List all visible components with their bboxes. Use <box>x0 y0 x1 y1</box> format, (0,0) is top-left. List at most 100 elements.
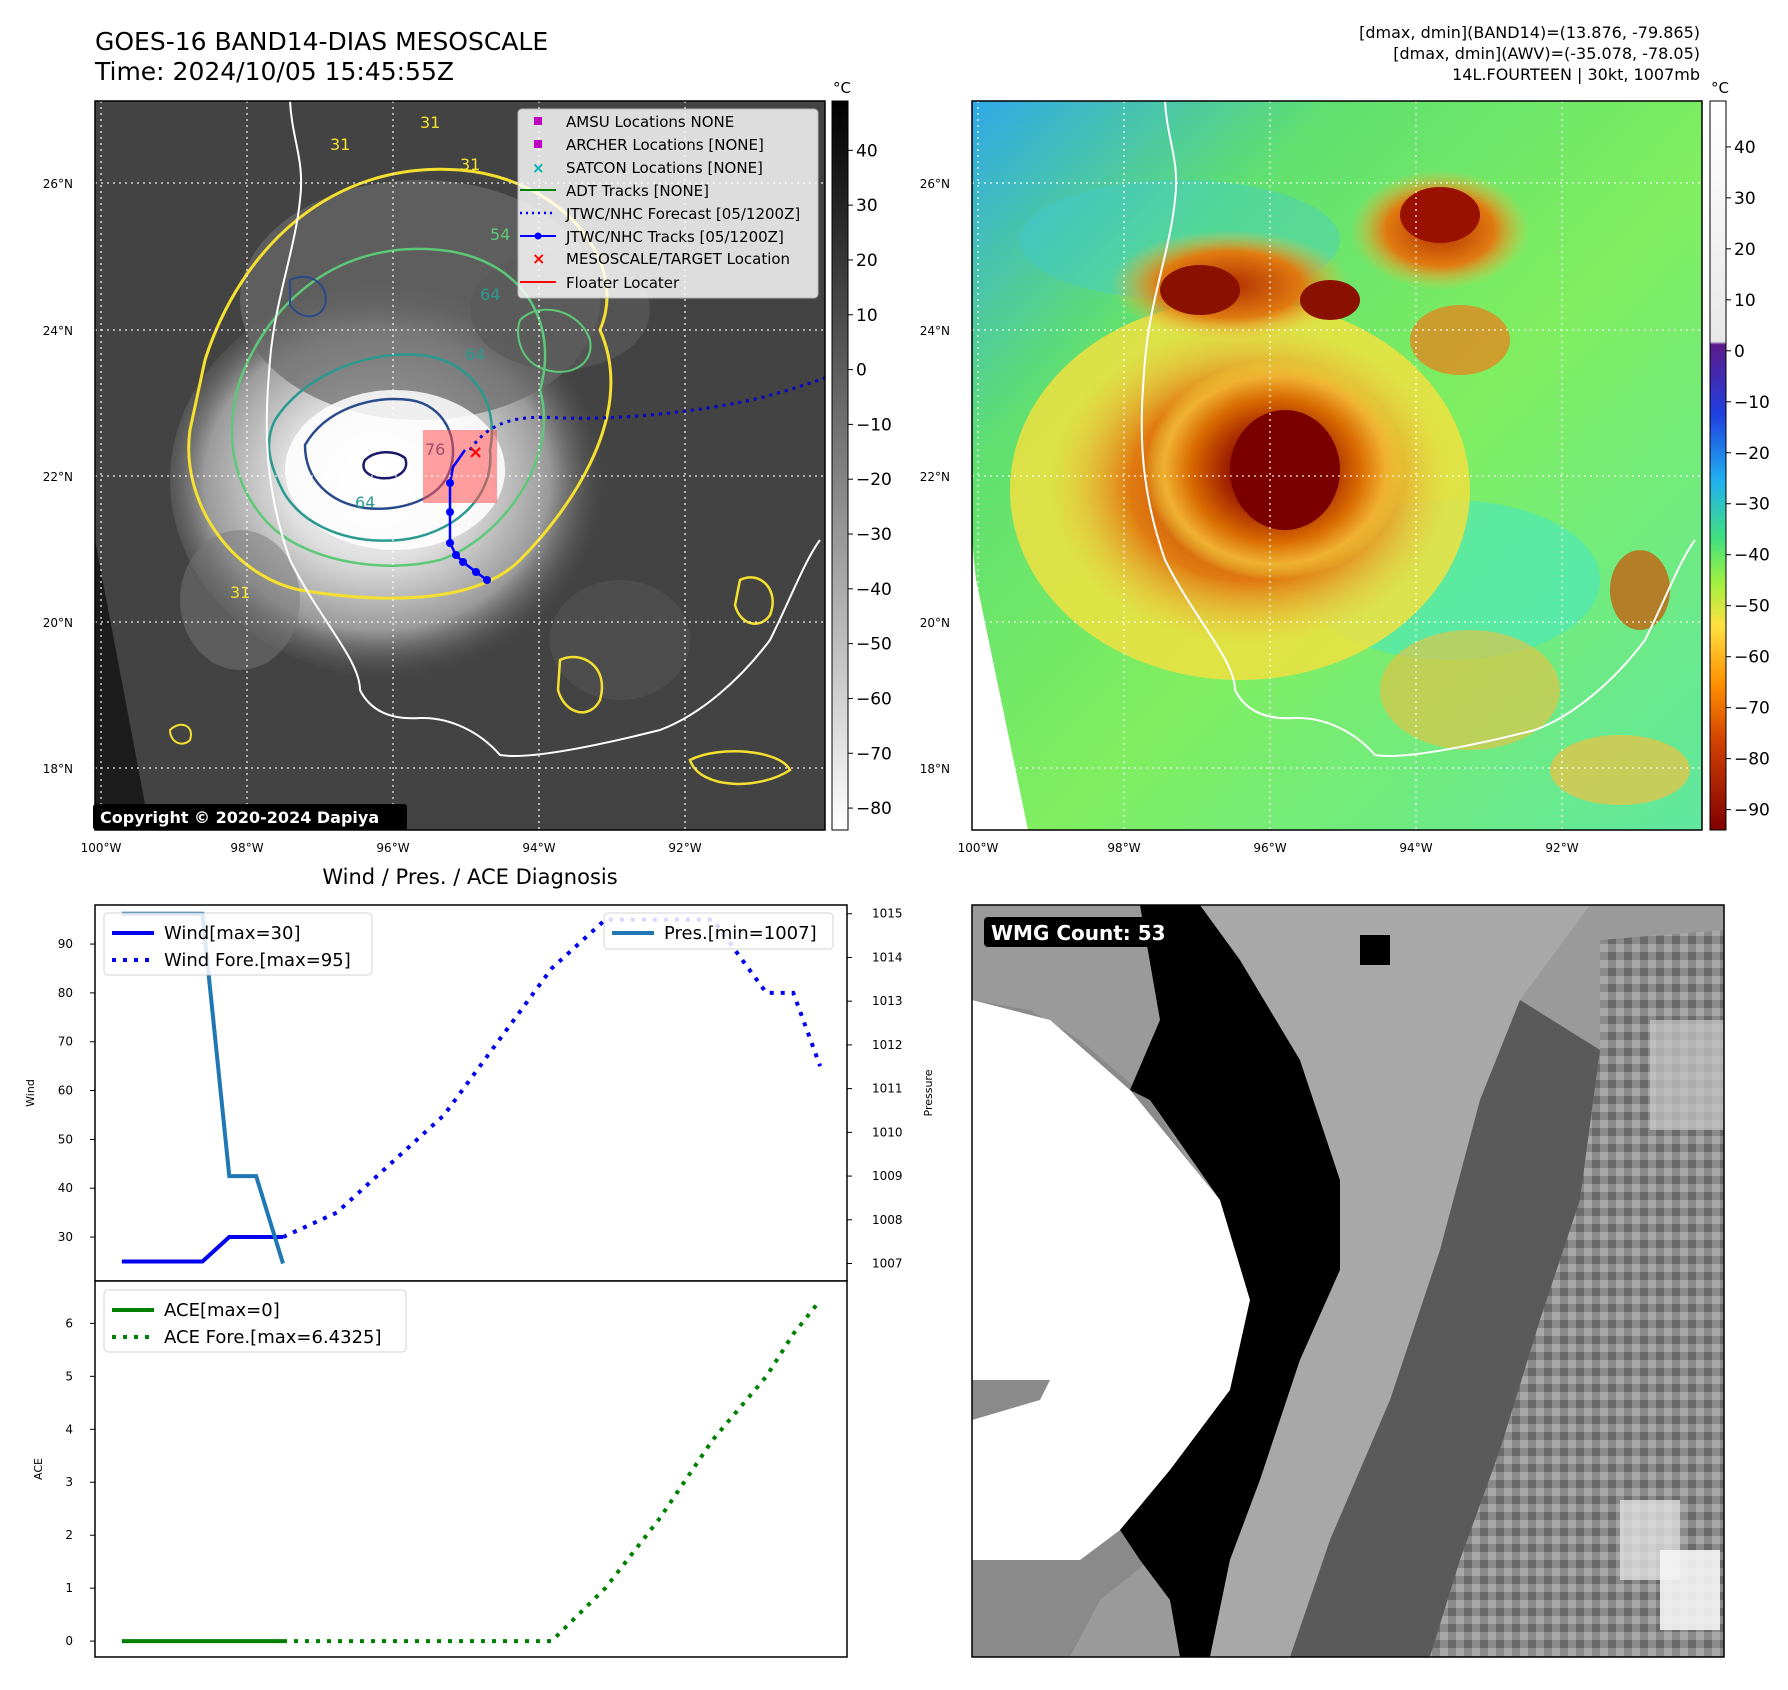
y-right-tick-label: 1010 <box>872 1125 903 1139</box>
y-right-tick-label: 1009 <box>872 1169 903 1183</box>
colorbar-tick-label: 10 <box>1734 291 1756 311</box>
y-tick-label: 5 <box>65 1369 73 1383</box>
y-tick-label: 70 <box>58 1035 73 1049</box>
colorbar-tick-label: −80 <box>856 799 892 819</box>
y-tick-label: 40 <box>58 1181 73 1195</box>
chart-legend-box <box>103 912 373 976</box>
lat-label: 26°N <box>43 177 73 191</box>
y-right-tick-label: 1008 <box>872 1213 903 1227</box>
y-tick-label: 30 <box>58 1230 73 1244</box>
y-tick-label: 0 <box>65 1634 73 1648</box>
y-tick-label: 80 <box>58 986 73 1000</box>
legend-label: Wind Fore.[max=95] <box>164 950 351 971</box>
colorbar-tick-label: −10 <box>1734 393 1770 413</box>
grid-lines <box>972 101 1702 830</box>
y-tick-label: 4 <box>65 1422 73 1436</box>
lon-label: 98°W <box>1107 841 1140 855</box>
colorbar-tick-label: 40 <box>1734 138 1756 158</box>
y-right-tick-label: 1014 <box>872 950 903 964</box>
legend-satcon: SATCON Locations [NONE] <box>566 159 763 177</box>
stats-band14: [dmax, dmin](BAND14)=(13.876, -79.865) <box>1359 23 1700 42</box>
legend-forecast: JTWC/NHC Forecast [05/1200Z] <box>565 205 800 223</box>
colorbar-tick-label: 10 <box>856 306 878 326</box>
lon-label: 98°W <box>230 841 263 855</box>
series-line-1 <box>283 1299 822 1644</box>
legend-adt: ADT Tracks [NONE] <box>566 182 709 200</box>
lon-label: 92°W <box>668 841 701 855</box>
wmg-panel: WMG Count: 53 <box>971 904 1725 1658</box>
map-legend: AMSU Locations NONE ARCHER Locations [NO… <box>517 108 819 299</box>
legend-target: MESOSCALE/TARGET Location <box>566 250 790 268</box>
colorbar-tick-label: −40 <box>856 580 892 600</box>
gray-colorbar: °C 40 30 20 10 0 −10 −20 −30 −40 −50 −60 −70 −80 <box>831 79 892 831</box>
colorbar-tick-label: −70 <box>856 744 892 764</box>
colorbar-unit: °C <box>1711 79 1729 97</box>
contour-label: 31 <box>460 155 480 174</box>
colorbar-tick-label: −20 <box>1734 444 1770 464</box>
y-tick-label: 90 <box>58 937 73 951</box>
y-tick-label: 50 <box>58 1132 73 1146</box>
colorbar-tick-label: −20 <box>856 470 892 490</box>
colorbar-tick-label: −60 <box>1734 648 1770 668</box>
coastline <box>1140 100 1696 757</box>
wind-ylabel: Wind <box>24 1079 37 1107</box>
lon-label: 100°W <box>81 841 122 855</box>
floater-box <box>423 430 497 503</box>
legend-label: Pres.[min=1007] <box>664 923 817 944</box>
copyright-text: Copyright © 2020-2024 Dapiya <box>100 808 379 827</box>
contour-label: 64 <box>480 285 500 304</box>
lat-label: 26°N <box>920 177 950 191</box>
colorbar-tick-label: −30 <box>856 525 892 545</box>
colorbar-tick-label: 20 <box>1734 240 1756 260</box>
y-tick-label: 2 <box>65 1528 73 1542</box>
contour-label: 31 <box>230 583 250 602</box>
no-data-wedge <box>95 101 150 830</box>
lat-label: 22°N <box>920 470 950 484</box>
stats-storm: 14L.FOURTEEN | 30kt, 1007mb <box>1452 65 1700 84</box>
colorbar-tick-label: −40 <box>1734 546 1770 566</box>
y-right-tick-label: 1011 <box>872 1082 903 1096</box>
legend-tracks: JTWC/NHC Tracks [05/1200Z] <box>565 228 784 246</box>
lat-label: 18°N <box>920 762 950 776</box>
lat-label: 24°N <box>43 324 73 338</box>
colorbar-tick-label: 20 <box>856 251 878 271</box>
lon-label: 96°W <box>1253 841 1286 855</box>
lat-label: 20°N <box>43 616 73 630</box>
legend-floater: Floater Locater <box>566 274 680 292</box>
colorbar-tick-label: −50 <box>856 635 892 655</box>
colorbar-tick-label: 40 <box>856 141 878 161</box>
colorbar-tick-label: −30 <box>1734 495 1770 515</box>
legend-label: Wind[max=30] <box>164 923 301 944</box>
contour-label: 64 <box>355 493 375 512</box>
colorbar-tick-label: −80 <box>1734 750 1770 770</box>
lat-label: 22°N <box>43 470 73 484</box>
lat-label: 18°N <box>43 762 73 776</box>
lon-label: 96°W <box>376 841 409 855</box>
wind-pressure-chart: Wind Pressure 30 40 50 60 70 80 90 1007 1008 1009… <box>24 904 935 1282</box>
chart-legend-box <box>603 912 834 950</box>
y-tick-label: 60 <box>58 1084 73 1098</box>
lon-label: 92°W <box>1545 841 1578 855</box>
forecast-track <box>468 376 826 451</box>
target-x-icon: × <box>468 442 483 463</box>
lat-label: 24°N <box>920 324 950 338</box>
lon-label: 94°W <box>522 841 555 855</box>
figure-title: GOES-16 BAND14-DIAS MESOSCALE <box>95 27 548 56</box>
contour-label: 54 <box>490 225 510 244</box>
y-right-tick-label: 1015 <box>872 907 903 921</box>
contour-54 <box>230 247 547 567</box>
wmg-count: WMG Count: 53 <box>991 921 1166 945</box>
diagnosis-title: Wind / Pres. / ACE Diagnosis <box>322 865 617 889</box>
ace-ylabel: ACE <box>32 1458 45 1480</box>
legend-label: ACE Fore.[max=6.4325] <box>164 1327 382 1348</box>
colorbar-tick-label: −60 <box>856 689 892 709</box>
contour-31 <box>187 167 613 600</box>
contour-label: 31 <box>420 113 440 132</box>
colorbar-tick-label: −50 <box>1734 597 1770 617</box>
ir-gray-map: 31 31 31 54 64 64 76 64 31 × <box>93 100 826 831</box>
colorbar-tick-label: 0 <box>1734 342 1745 362</box>
series-line-1 <box>282 917 823 1239</box>
stats-awv: [dmax, dmin](AWV)=(-35.078, -78.05) <box>1393 44 1700 63</box>
contour-label: 31 <box>330 135 350 154</box>
